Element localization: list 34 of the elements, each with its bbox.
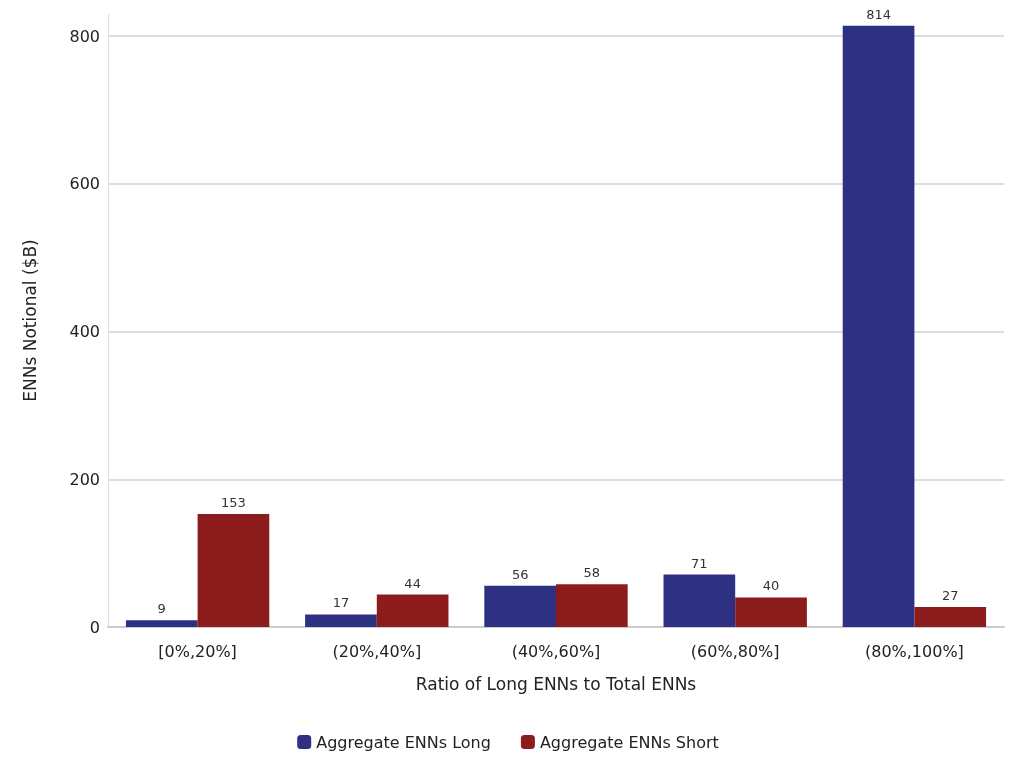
data-label: 56 [511, 566, 529, 582]
x-axis-title: Ratio of Long ENNs to Total ENNs [415, 673, 697, 694]
x-tick-label: (20%,40%] [332, 641, 422, 661]
y-tick-label: 800 [69, 26, 100, 46]
bar [735, 597, 807, 627]
data-label: 58 [583, 565, 601, 581]
legend-label: Aggregate ENNs Short [539, 732, 719, 752]
y-tick-label: 400 [69, 322, 100, 342]
x-tick-label: (80%,100%] [864, 641, 964, 661]
data-label: 153 [221, 495, 246, 510]
bar [484, 585, 556, 627]
y-tick-label: 0 [89, 617, 100, 637]
bar [376, 594, 449, 627]
x-tick-label: [0%,20%] [158, 641, 237, 661]
bar [663, 574, 736, 627]
y-tick-label: 600 [69, 174, 100, 194]
x-tick-label: (40%,60%] [511, 641, 601, 661]
data-label: 9 [157, 601, 166, 617]
y-axis-title: ENNs Notional ($B) [19, 239, 40, 402]
y-tick-label: 200 [69, 469, 100, 489]
data-label: 40 [762, 578, 780, 594]
bar [556, 584, 628, 627]
data-label: 44 [404, 575, 421, 591]
bar [842, 25, 915, 627]
data-label: 27 [941, 588, 959, 604]
bar [914, 607, 987, 627]
legend-label: Aggregate ENNs Long [316, 732, 491, 752]
bar [125, 620, 198, 627]
data-label: 814 [866, 6, 891, 22]
data-label: 17 [332, 595, 350, 611]
data-label: 71 [691, 555, 708, 571]
bar [305, 614, 377, 627]
x-tick-label: (60%,80%] [690, 641, 780, 661]
bar [197, 514, 270, 627]
